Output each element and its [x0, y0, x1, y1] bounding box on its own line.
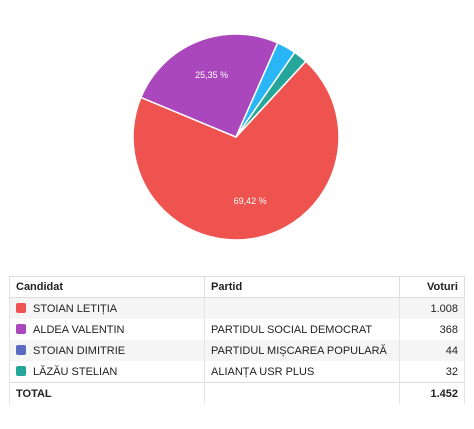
total-label: TOTAL: [9, 382, 205, 404]
slice-value-label: 69,42 %: [234, 196, 267, 206]
party-cell: ALIANȚA USR PLUS: [204, 361, 400, 383]
candidate-name: STOIAN LETIȚIA: [33, 302, 118, 315]
votes-cell: 32: [399, 361, 465, 383]
candidate-cell: STOIAN DIMITRIE: [9, 340, 205, 361]
color-swatch: [16, 344, 26, 355]
votes-cell: 1.008: [399, 297, 465, 319]
votes-cell: 44: [399, 340, 465, 361]
header-party: Partid: [204, 276, 400, 298]
total-votes: 1.452: [399, 382, 465, 404]
candidate-cell: STOIAN LETIȚIA: [9, 297, 205, 319]
party-cell: PARTIDUL SOCIAL DEMOCRAT: [204, 319, 400, 340]
color-swatch: [16, 365, 26, 376]
table-row: STOIAN LETIȚIA 1.008: [9, 297, 465, 319]
total-row: TOTAL 1.452: [9, 382, 465, 404]
votes-cell: 368: [399, 319, 465, 340]
total-party-cell: [204, 382, 400, 404]
candidate-name: STOIAN DIMITRIE: [33, 344, 126, 357]
table-header-row: Candidat Partid Voturi: [9, 276, 465, 298]
candidate-name: ALDEA VALENTIN: [33, 323, 125, 336]
results-table: Candidat Partid Voturi STOIAN LETIȚIA 1.…: [9, 276, 465, 404]
party-cell: PARTIDUL MIȘCAREA POPULARĂ: [204, 340, 400, 361]
pie-chart: 69,42 % 25,35 %: [132, 33, 340, 241]
color-swatch: [16, 323, 26, 334]
pie-slice: [132, 60, 340, 241]
candidate-cell: LĂZĂU STELIAN: [9, 361, 205, 383]
pie-slice: [235, 51, 307, 138]
party-cell: [204, 297, 400, 319]
color-swatch: [16, 302, 26, 313]
header-votes: Voturi: [399, 276, 465, 298]
candidate-cell: ALDEA VALENTIN: [9, 319, 205, 340]
table-row: LĂZĂU STELIAN ALIANȚA USR PLUS 32: [9, 361, 465, 383]
pie-slice: [139, 33, 279, 138]
candidate-name: LĂZĂU STELIAN: [33, 365, 118, 378]
table-row: STOIAN DIMITRIE PARTIDUL MIȘCAREA POPULA…: [9, 340, 465, 361]
slice-value-label: 25,35 %: [195, 70, 228, 80]
table-row: ALDEA VALENTIN PARTIDUL SOCIAL DEMOCRAT …: [9, 319, 465, 340]
header-candidate: Candidat: [9, 276, 205, 298]
